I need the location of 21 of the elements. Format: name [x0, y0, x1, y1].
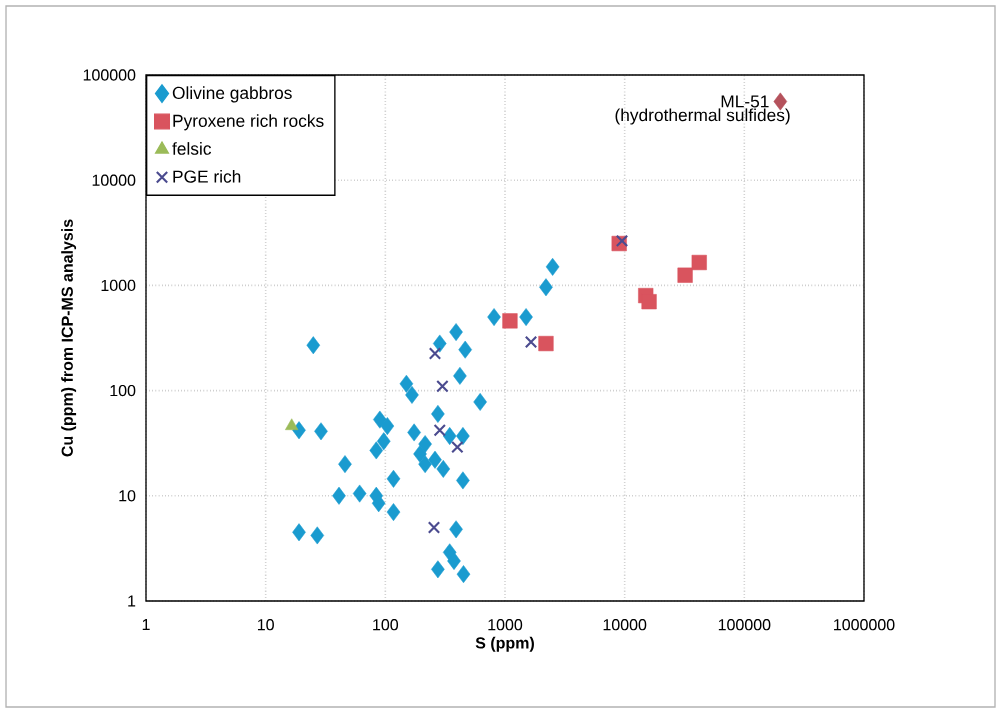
legend-label: Olivine gabbros: [172, 86, 292, 103]
annotation: ML-51: [721, 95, 769, 108]
x-tick-label: 10000: [603, 619, 647, 631]
x-tick-label: 1000000: [834, 619, 895, 631]
y-tick-label: 1: [128, 595, 136, 607]
y-tick-label: 10000: [92, 174, 136, 186]
x-axis-title: S (ppm): [475, 636, 534, 652]
x-tick-label: 100: [373, 619, 399, 631]
x-tick-label: 1000: [488, 619, 523, 631]
legend-label: felsic: [172, 142, 212, 155]
legend-label: Pyroxene rich rocks: [173, 114, 324, 131]
x-tick-label: 1: [142, 619, 150, 631]
y-axis-title: Cu (ppm) from ICP-MS analysis: [61, 219, 77, 457]
y-tick-label: 1000: [101, 279, 136, 292]
annotation: (hydrothermal sulfides): [615, 108, 790, 125]
y-tick-label: 100000: [83, 69, 136, 81]
legend-label: PGE rich: [173, 170, 241, 183]
x-tick-label: 10: [257, 619, 274, 631]
x-tick-label: 100000: [718, 619, 771, 631]
y-tick-label: 10: [119, 490, 136, 502]
y-tick-label: 100: [110, 384, 136, 397]
